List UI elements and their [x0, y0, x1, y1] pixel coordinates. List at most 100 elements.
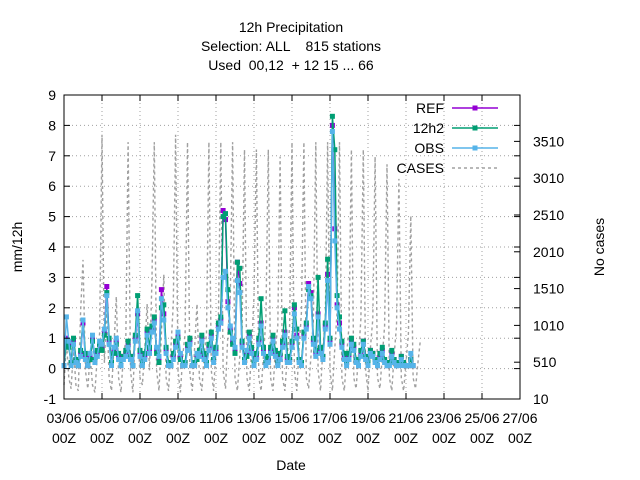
- data-point: [71, 341, 76, 347]
- data-point: [199, 338, 205, 344]
- data-point: [334, 305, 340, 311]
- data-point: [344, 360, 350, 365]
- data-point: [68, 363, 74, 369]
- data-point: [258, 323, 264, 329]
- data-point: [220, 208, 226, 213]
- data-point: [111, 344, 117, 350]
- data-point: [232, 350, 238, 356]
- data-point: [230, 341, 236, 347]
- data-point: [268, 344, 274, 350]
- data-point: [170, 357, 176, 362]
- x-tick-label: 05/06: [84, 410, 119, 426]
- data-point: [194, 350, 200, 356]
- data-point: [125, 344, 131, 350]
- x-tick-label: 00Z: [128, 430, 153, 446]
- y-tick-label: 6: [48, 178, 56, 194]
- data-point: [97, 338, 103, 344]
- data-point: [246, 329, 252, 335]
- y2-tick-label: 510: [533, 354, 557, 370]
- legend-label: REF: [416, 100, 444, 116]
- data-point: [144, 332, 150, 338]
- data-point: [237, 290, 243, 296]
- x-tick-label: 13/06: [236, 410, 271, 426]
- data-point: [396, 360, 402, 365]
- data-point: [156, 353, 162, 359]
- data-point: [253, 350, 259, 356]
- data-point: [135, 308, 141, 314]
- series-ref: [61, 122, 416, 369]
- data-point: [282, 308, 288, 314]
- x-tick-label: 17/06: [312, 410, 347, 426]
- data-point: [256, 335, 262, 341]
- data-point: [232, 344, 238, 350]
- data-point: [382, 360, 388, 365]
- x-tick-label: 11/06: [199, 410, 233, 426]
- data-point: [272, 353, 278, 359]
- data-point: [401, 360, 407, 365]
- data-point: [87, 350, 93, 356]
- series-obs: [61, 129, 416, 369]
- data-point: [277, 357, 283, 362]
- data-point: [154, 344, 160, 350]
- data-point: [177, 357, 183, 362]
- data-point: [187, 341, 193, 347]
- data-point: [301, 329, 307, 335]
- y2-tick-label: 2510: [533, 207, 564, 223]
- data-point: [379, 344, 385, 350]
- x-tick-label: 09/06: [160, 410, 195, 426]
- data-point: [272, 347, 278, 353]
- data-point: [234, 259, 240, 265]
- data-point: [308, 290, 314, 296]
- data-point: [194, 357, 200, 362]
- data-point: [223, 211, 228, 217]
- data-point: [206, 347, 212, 353]
- data-point: [113, 335, 119, 341]
- chart-title-line: Used 00,12 + 12 15 ... 66: [208, 57, 374, 73]
- data-point: [287, 360, 293, 365]
- data-point: [337, 314, 342, 320]
- data-point: [332, 238, 338, 244]
- chart-title-line: Selection: ALL 815 stations: [201, 38, 381, 54]
- y-tick-label: 8: [48, 117, 56, 133]
- legend-label: CASES: [397, 160, 444, 176]
- chart-title: 12h Precipitation Selection: ALL 815 stat…: [201, 19, 381, 73]
- data-point: [206, 341, 212, 347]
- x-tick-label: 21/06: [388, 410, 423, 426]
- x-tick-label: 27/06: [502, 410, 537, 426]
- y-tick-label: -1: [44, 391, 57, 407]
- data-point: [405, 363, 411, 369]
- legend-marker: [472, 125, 478, 131]
- data-point: [170, 350, 176, 356]
- data-point: [168, 363, 174, 369]
- data-point: [339, 338, 345, 344]
- data-point: [63, 314, 69, 320]
- data-point: [339, 344, 345, 350]
- data-point: [275, 363, 281, 369]
- data-point: [185, 347, 190, 353]
- data-point: [135, 293, 141, 299]
- y2-tick-label: 1010: [533, 317, 564, 333]
- data-point: [158, 287, 164, 293]
- data-point: [201, 350, 207, 356]
- data-point: [275, 360, 281, 365]
- data-point: [227, 323, 233, 329]
- series-line: [63, 125, 414, 369]
- data-point: [101, 332, 107, 338]
- data-point: [329, 129, 335, 134]
- data-point: [66, 338, 72, 344]
- data-point: [120, 357, 126, 362]
- data-point: [313, 353, 319, 359]
- data-point: [137, 353, 143, 359]
- data-point: [237, 265, 243, 271]
- x-tick-label: 00Z: [280, 430, 305, 446]
- x-tick-label: 00Z: [318, 430, 343, 446]
- data-point: [73, 360, 79, 365]
- y-tick-label: 7: [48, 148, 56, 164]
- data-point: [329, 113, 335, 119]
- data-point: [396, 363, 402, 369]
- x-tick-label: 00Z: [52, 430, 77, 446]
- data-point: [372, 360, 378, 365]
- data-point: [408, 350, 414, 356]
- data-point: [211, 360, 217, 365]
